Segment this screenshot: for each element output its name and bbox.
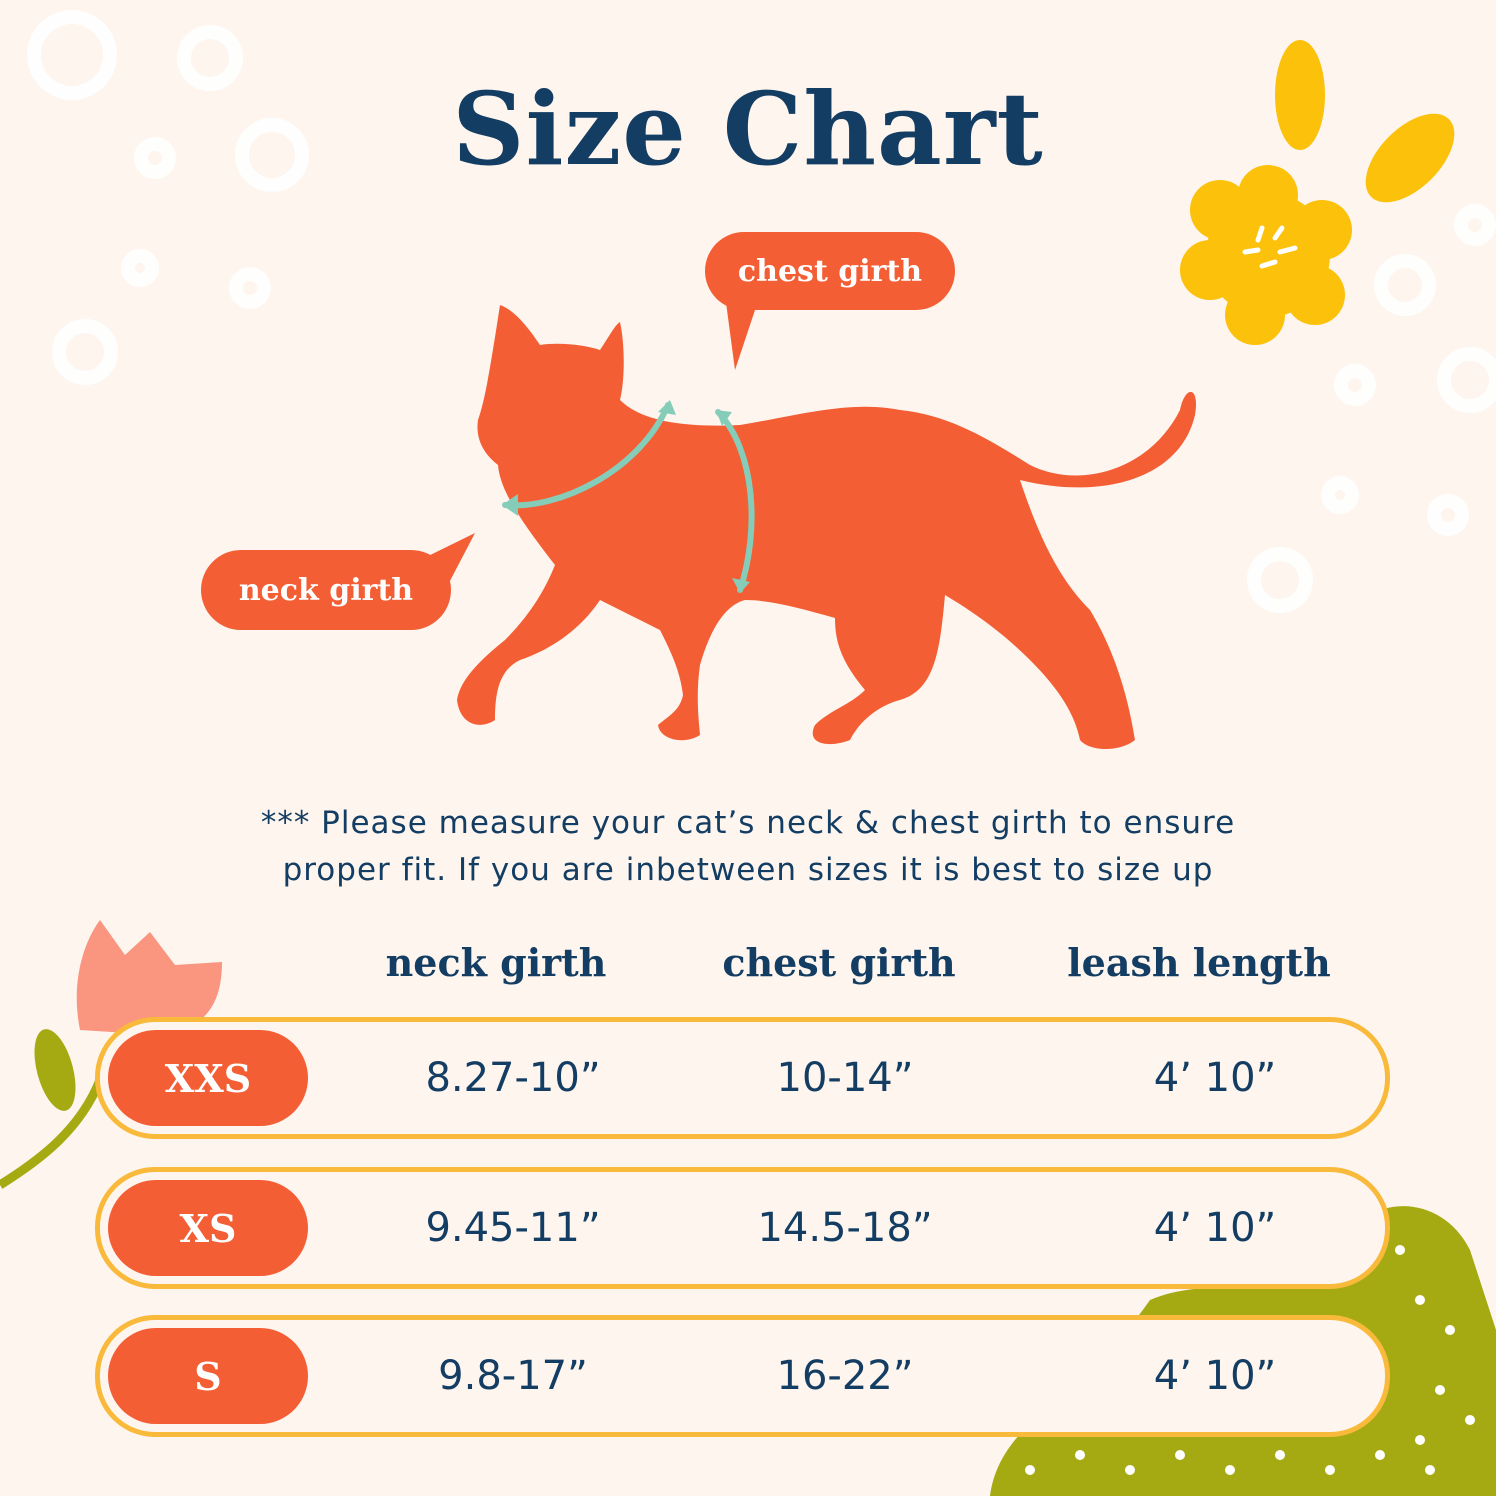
header-chest-girth: chest girth [722,940,956,985]
size-badge: XXS [108,1030,308,1126]
chest-value: 10-14” [776,1055,914,1101]
table-row-xs: XS 9.45-11” 14.5-18” 4’ 10” [95,1167,1390,1289]
header-neck-girth: neck girth [385,940,607,985]
chest-value: 16-22” [776,1353,914,1399]
neck-girth-callout: neck girth [201,550,451,630]
cat-silhouette-icon [457,305,1197,749]
chest-girth-callout: chest girth [705,232,955,310]
neck-value: 9.45-11” [425,1205,601,1251]
note-line-2: proper fit. If you are inbetween sizes i… [282,852,1214,888]
table-row-xxs: XXS 8.27-10” 10-14” 4’ 10” [95,1017,1390,1139]
chest-callout-tail [725,295,760,370]
header-leash-length: leash length [1067,940,1331,985]
neck-value: 9.8-17” [438,1353,588,1399]
table-row-s: S 9.8-17” 16-22” 4’ 10” [95,1315,1390,1437]
leash-value: 4’ 10” [1153,1055,1277,1101]
size-badge: XS [108,1180,308,1276]
measurement-note: *** Please measure your cat’s neck & che… [0,800,1496,894]
flower-icon [1180,40,1455,345]
size-badge: S [108,1328,308,1424]
leash-value: 4’ 10” [1153,1353,1277,1399]
note-line-1: *** Please measure your cat’s neck & che… [260,805,1236,841]
chest-value: 14.5-18” [757,1205,933,1251]
neck-value: 8.27-10” [425,1055,601,1101]
leash-value: 4’ 10” [1153,1205,1277,1251]
page-title: Size Chart [452,70,1044,188]
